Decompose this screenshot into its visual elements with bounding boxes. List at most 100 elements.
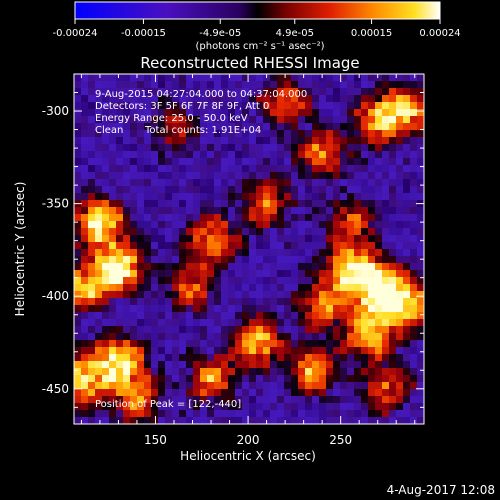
heatmap-cell <box>291 137 299 145</box>
heatmap-cell <box>88 354 96 362</box>
heatmap-cell <box>130 74 138 82</box>
heatmap-cell <box>116 200 124 208</box>
heatmap-cell <box>242 403 250 411</box>
heatmap-cell <box>396 158 404 166</box>
heatmap-cell <box>263 172 271 180</box>
heatmap-cell <box>347 144 355 152</box>
heatmap-cell <box>305 277 313 285</box>
heatmap-cell <box>291 375 299 383</box>
heatmap-cell <box>347 158 355 166</box>
heatmap-cell <box>382 102 390 110</box>
heatmap-cell <box>144 340 152 348</box>
heatmap-cell <box>102 270 110 278</box>
heatmap-cell <box>319 144 327 152</box>
heatmap-cell <box>207 151 215 159</box>
heatmap-cell <box>95 151 103 159</box>
heatmap-cell <box>410 305 418 313</box>
heatmap-cell <box>165 179 173 187</box>
heatmap-cell <box>186 102 194 110</box>
heatmap-cell <box>158 102 166 110</box>
heatmap-cell <box>95 102 103 110</box>
heatmap-cell <box>165 340 173 348</box>
heatmap-cell <box>319 158 327 166</box>
heatmap-cell <box>109 298 117 306</box>
heatmap-cell <box>256 410 264 418</box>
heatmap-cell <box>151 284 159 292</box>
heatmap-cell <box>256 186 264 194</box>
heatmap-cell <box>263 263 271 271</box>
heatmap-cell <box>298 74 306 82</box>
heatmap-cell <box>214 228 222 236</box>
heatmap-cell <box>326 172 334 180</box>
heatmap-cell <box>151 95 159 103</box>
heatmap-cell <box>347 319 355 327</box>
heatmap-cell <box>214 396 222 404</box>
heatmap-cell <box>396 410 404 418</box>
heatmap-cell <box>193 165 201 173</box>
heatmap-cell <box>403 186 411 194</box>
heatmap-cell <box>396 284 404 292</box>
heatmap-cell <box>417 410 424 418</box>
heatmap-cell <box>284 95 292 103</box>
heatmap-cell <box>242 179 250 187</box>
heatmap-cell <box>389 298 397 306</box>
heatmap-cell <box>389 151 397 159</box>
heatmap-cell <box>102 88 110 96</box>
heatmap-cell <box>403 256 411 264</box>
heatmap-cell <box>291 410 299 418</box>
heatmap-cell <box>312 382 320 390</box>
heatmap-cell <box>81 403 89 411</box>
heatmap-cell <box>326 298 334 306</box>
heatmap-cell <box>74 74 82 82</box>
heatmap-cell <box>151 200 159 208</box>
heatmap-cell <box>333 375 341 383</box>
heatmap-cell <box>382 228 390 236</box>
heatmap-cell <box>123 158 131 166</box>
heatmap-cell <box>298 326 306 334</box>
heatmap-cell <box>410 144 418 152</box>
heatmap-cell <box>277 242 285 250</box>
heatmap-cell <box>284 88 292 96</box>
heatmap-cell <box>263 214 271 222</box>
heatmap-cell <box>298 228 306 236</box>
heatmap-cell <box>144 200 152 208</box>
heatmap-cell <box>151 102 159 110</box>
heatmap-cell <box>158 193 166 201</box>
heatmap-cell <box>130 151 138 159</box>
heatmap-cell <box>319 235 327 243</box>
heatmap-cell <box>179 417 187 424</box>
heatmap-cell <box>340 123 348 131</box>
heatmap-cell <box>193 242 201 250</box>
heatmap-cell <box>74 326 82 334</box>
heatmap-cell <box>207 284 215 292</box>
heatmap-cell <box>403 158 411 166</box>
heatmap-cell <box>375 123 383 131</box>
heatmap-cell <box>214 305 222 313</box>
heatmap-cell <box>74 186 82 194</box>
heatmap-cell <box>151 396 159 404</box>
heatmap-cell <box>389 389 397 397</box>
heatmap-cell <box>88 221 96 229</box>
heatmap-cell <box>214 74 222 82</box>
heatmap-cell <box>158 417 166 424</box>
heatmap-cell <box>158 249 166 257</box>
heatmap-cell <box>256 116 264 124</box>
heatmap-cell <box>361 410 369 418</box>
heatmap-cell <box>179 123 187 131</box>
heatmap-cell <box>214 249 222 257</box>
heatmap-cell <box>242 291 250 299</box>
heatmap-cell <box>74 228 82 236</box>
heatmap-cell <box>137 235 145 243</box>
heatmap-cell <box>88 235 96 243</box>
heatmap-cell <box>312 179 320 187</box>
heatmap-cell <box>109 214 117 222</box>
heatmap-cell <box>179 242 187 250</box>
heatmap-cell <box>207 375 215 383</box>
heatmap-cell <box>340 179 348 187</box>
heatmap-cell <box>109 382 117 390</box>
heatmap-cell <box>116 263 124 271</box>
heatmap-cell <box>333 333 341 341</box>
heatmap-cell <box>179 284 187 292</box>
heatmap-cell <box>144 396 152 404</box>
heatmap-cell <box>200 396 208 404</box>
